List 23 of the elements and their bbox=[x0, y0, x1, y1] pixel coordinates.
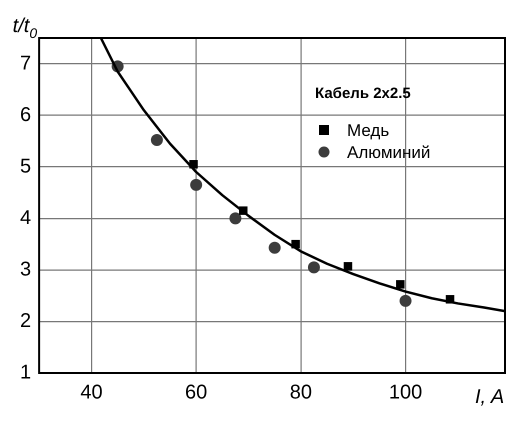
x-tick-label: 100 bbox=[388, 382, 422, 404]
y-tick-label: 2 bbox=[20, 310, 32, 332]
y-tick-label: 1 bbox=[20, 362, 32, 384]
point bbox=[229, 212, 242, 224]
y-tick-label: 3 bbox=[20, 258, 32, 280]
legend-label: Алюминий bbox=[347, 143, 430, 162]
point bbox=[268, 242, 281, 254]
y-tick-label: 4 bbox=[20, 206, 32, 229]
legend-label: Медь bbox=[347, 121, 390, 140]
point bbox=[150, 134, 163, 146]
y-tick-label: 6 bbox=[20, 104, 32, 126]
x-tick-label: 40 bbox=[80, 382, 103, 404]
x-tick-label: 80 bbox=[290, 382, 312, 404]
x-tick-label: 60 bbox=[185, 382, 208, 404]
legend-title: Кабель 2x2.5 bbox=[315, 85, 411, 102]
point bbox=[308, 261, 320, 274]
x-axis-title: I, A bbox=[474, 386, 504, 408]
point bbox=[400, 294, 412, 307]
point bbox=[190, 178, 202, 191]
y-tick-label: 5 bbox=[20, 155, 32, 178]
y-tick-label: 7 bbox=[20, 52, 32, 74]
point bbox=[344, 262, 352, 271]
point bbox=[396, 280, 405, 289]
